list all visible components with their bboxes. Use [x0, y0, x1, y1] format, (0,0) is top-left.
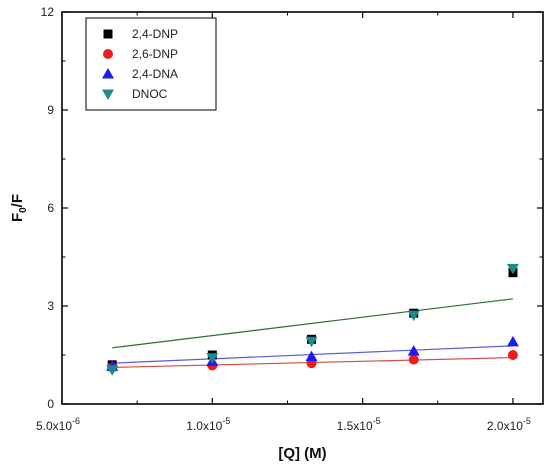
- data-point: [507, 350, 518, 360]
- data-point: [305, 350, 318, 362]
- x-tick-label: 2.0x10-5: [487, 416, 531, 433]
- data-points: [106, 263, 519, 376]
- data-point: [408, 354, 419, 365]
- legend-marker: [103, 29, 113, 39]
- data-point: [407, 310, 420, 322]
- x-axis-title: [Q] (M): [278, 445, 326, 462]
- legend-label: 2,4-DNP: [132, 27, 178, 41]
- y-tick-labels: 0 3 6 9 12: [41, 5, 55, 411]
- series-dnoc: [106, 263, 519, 376]
- plot-frame: [61, 11, 544, 405]
- data-point: [206, 353, 219, 364]
- y-axis-title-sub: 0: [18, 207, 29, 213]
- fit-line: [112, 298, 514, 349]
- y-tick-label: 6: [47, 201, 54, 215]
- legend-label: DNOC: [132, 87, 168, 101]
- y-axis-title-tail: /F: [9, 194, 26, 207]
- y-axis-title: F0/F: [9, 194, 29, 222]
- data-point: [506, 335, 519, 347]
- x-tick-labels: 5.0x10-6 1.0x10-5 1.5x10-5 2.0x10-5: [36, 416, 531, 433]
- data-point: [106, 365, 119, 376]
- y-tick-label: 12: [41, 5, 55, 19]
- x-tick-label: 5.0x10-6: [36, 416, 80, 433]
- legend: 2,4-DNP 2,6-DNP 2,4-DNA DNOC: [85, 17, 217, 111]
- data-point: [407, 345, 420, 356]
- y-tick-label: 0: [47, 397, 54, 411]
- y-axis-title-main: F: [9, 213, 26, 222]
- legend-marker: [102, 68, 114, 79]
- x-tick-label: 1.0x10-5: [186, 416, 230, 433]
- legend-marker: [102, 89, 114, 100]
- y-tick-label: 9: [47, 103, 54, 117]
- x-tick-label: 1.5x10-5: [337, 416, 381, 433]
- y-tick-label: 3: [47, 299, 54, 313]
- legend-marker: [103, 49, 113, 59]
- legend-label: 2,6-DNP: [132, 47, 178, 61]
- legend-label: 2,4-DNA: [132, 67, 178, 81]
- data-point: [506, 263, 519, 275]
- data-point: [305, 336, 318, 348]
